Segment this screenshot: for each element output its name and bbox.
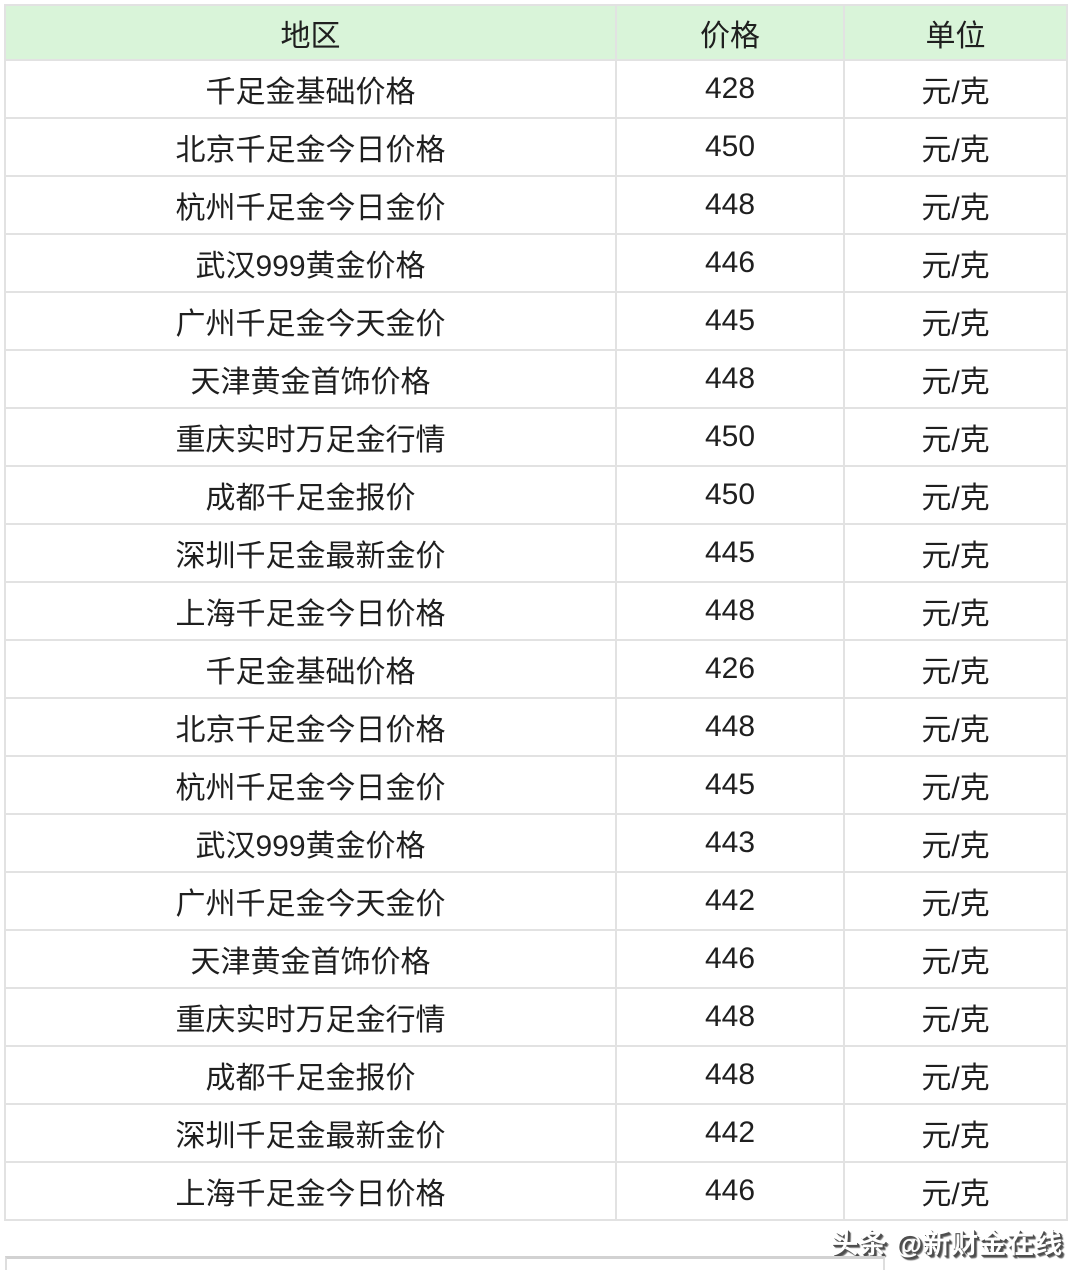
- table-row: 武汉999黄金价格 446 元/克: [4, 233, 1068, 293]
- price-cell: 445: [615, 523, 845, 583]
- price-cell: 446: [615, 1161, 845, 1221]
- table-row: 上海千足金今日价格 448 元/克: [4, 581, 1068, 641]
- unit-cell: 元/克: [843, 1103, 1068, 1163]
- region-cell: 武汉999黄金价格: [4, 233, 617, 293]
- table-row: 广州千足金今天金价 442 元/克: [4, 871, 1068, 931]
- table-row: 天津黄金首饰价格 448 元/克: [4, 349, 1068, 409]
- region-cell: 广州千足金今天金价: [4, 871, 617, 931]
- table-row: 广州千足金今天金价 445 元/克: [4, 291, 1068, 351]
- unit-cell: 元/克: [843, 59, 1068, 119]
- table-row: 千足金基础价格 426 元/克: [4, 639, 1068, 699]
- price-cell: 448: [615, 581, 845, 641]
- table-row: 北京千足金今日价格 450 元/克: [4, 117, 1068, 177]
- region-cell: 上海千足金今日价格: [4, 581, 617, 641]
- column-header-region: 地区: [4, 4, 617, 61]
- price-cell: 448: [615, 987, 845, 1047]
- table-row: 重庆实时万足金行情 450 元/克: [4, 407, 1068, 467]
- region-cell: 深圳千足金最新金价: [4, 523, 617, 583]
- unit-cell: 元/克: [843, 117, 1068, 177]
- table-row: 上海千足金今日价格 446 元/克: [4, 1161, 1068, 1221]
- region-cell: 千足金基础价格: [4, 59, 617, 119]
- table-row: 重庆实时万足金行情 448 元/克: [4, 987, 1068, 1047]
- table-row: 北京千足金今日价格 448 元/克: [4, 697, 1068, 757]
- unit-cell: 元/克: [843, 987, 1068, 1047]
- table-row: 杭州千足金今日金价 445 元/克: [4, 755, 1068, 815]
- region-cell: 重庆实时万足金行情: [4, 407, 617, 467]
- price-cell: 448: [615, 697, 845, 757]
- region-cell: 重庆实时万足金行情: [4, 987, 617, 1047]
- region-cell: 北京千足金今日价格: [4, 117, 617, 177]
- region-cell: 天津黄金首饰价格: [4, 349, 617, 409]
- column-header-unit: 单位: [843, 4, 1068, 61]
- table-row: 深圳千足金最新金价 445 元/克: [4, 523, 1068, 583]
- price-cell: 442: [615, 1103, 845, 1163]
- unit-cell: 元/克: [843, 1161, 1068, 1221]
- unit-cell: 元/克: [843, 813, 1068, 873]
- price-cell: 428: [615, 59, 845, 119]
- price-cell: 426: [615, 639, 845, 699]
- price-cell: 450: [615, 465, 845, 525]
- region-cell: 天津黄金首饰价格: [4, 929, 617, 989]
- region-cell: 杭州千足金今日金价: [4, 175, 617, 235]
- region-cell: 上海千足金今日价格: [4, 1161, 617, 1221]
- region-cell: 成都千足金报价: [4, 465, 617, 525]
- region-cell: 成都千足金报价: [4, 1045, 617, 1105]
- price-cell: 448: [615, 175, 845, 235]
- table-body: 千足金基础价格 428 元/克 北京千足金今日价格 450 元/克 杭州千足金今日金价 448…: [4, 59, 1068, 1221]
- price-cell: 448: [615, 349, 845, 409]
- unit-cell: 元/克: [843, 175, 1068, 235]
- column-header-price: 价格: [615, 4, 845, 61]
- watermark: 头条 @新财金在线: [831, 1229, 1063, 1259]
- region-cell: 武汉999黄金价格: [4, 813, 617, 873]
- price-cell: 446: [615, 233, 845, 293]
- table-row: 深圳千足金最新金价 442 元/克: [4, 1103, 1068, 1163]
- price-cell: 448: [615, 1045, 845, 1105]
- unit-cell: 元/克: [843, 523, 1068, 583]
- table-row: 杭州千足金今日金价 448 元/克: [4, 175, 1068, 235]
- table-row: 天津黄金首饰价格 446 元/克: [4, 929, 1068, 989]
- price-cell: 445: [615, 291, 845, 351]
- gold-price-table: 地区 价格 单位 千足金基础价格 428 元/克 北京千足金今日价格 450 元/克 杭州千…: [4, 4, 1068, 1221]
- region-cell: 千足金基础价格: [4, 639, 617, 699]
- table-row: 成都千足金报价 448 元/克: [4, 1045, 1068, 1105]
- region-cell: 深圳千足金最新金价: [4, 1103, 617, 1163]
- unit-cell: 元/克: [843, 349, 1068, 409]
- header-row: 地区 价格 单位: [4, 4, 1068, 61]
- unit-cell: 元/克: [843, 581, 1068, 641]
- unit-cell: 元/克: [843, 291, 1068, 351]
- region-cell: 广州千足金今天金价: [4, 291, 617, 351]
- region-cell: 杭州千足金今日金价: [4, 755, 617, 815]
- price-cell: 446: [615, 929, 845, 989]
- unit-cell: 元/克: [843, 465, 1068, 525]
- unit-cell: 元/克: [843, 1045, 1068, 1105]
- unit-cell: 元/克: [843, 697, 1068, 757]
- table-row: 成都千足金报价 450 元/克: [4, 465, 1068, 525]
- price-cell: 450: [615, 407, 845, 467]
- unit-cell: 元/克: [843, 639, 1068, 699]
- price-cell: 450: [615, 117, 845, 177]
- price-cell: 443: [615, 813, 845, 873]
- unit-cell: 元/克: [843, 407, 1068, 467]
- table-row: 千足金基础价格 428 元/克: [4, 59, 1068, 119]
- table-row: 武汉999黄金价格 443 元/克: [4, 813, 1068, 873]
- unit-cell: 元/克: [843, 929, 1068, 989]
- price-cell: 445: [615, 755, 845, 815]
- unit-cell: 元/克: [843, 871, 1068, 931]
- region-cell: 北京千足金今日价格: [4, 697, 617, 757]
- next-table-partial: [5, 1256, 885, 1270]
- unit-cell: 元/克: [843, 233, 1068, 293]
- unit-cell: 元/克: [843, 755, 1068, 815]
- price-cell: 442: [615, 871, 845, 931]
